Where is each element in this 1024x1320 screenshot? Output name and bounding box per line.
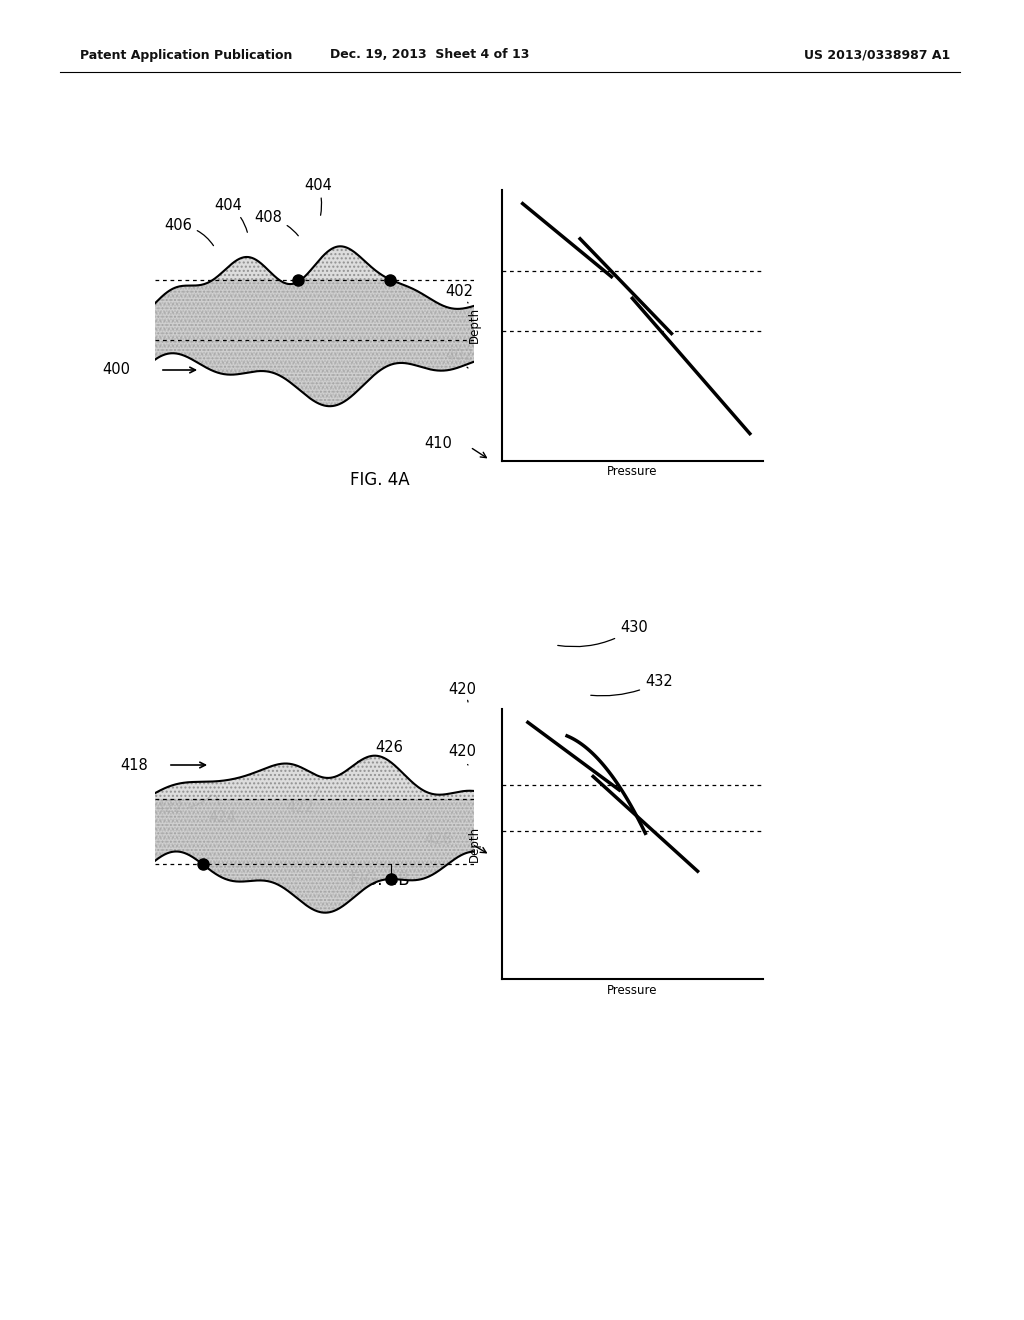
Text: 404: 404: [214, 198, 248, 232]
Text: 416: 416: [578, 272, 666, 296]
Text: Patent Application Publication: Patent Application Publication: [80, 49, 293, 62]
Text: 424: 424: [208, 796, 236, 825]
Text: Dec. 19, 2013  Sheet 4 of 13: Dec. 19, 2013 Sheet 4 of 13: [331, 49, 529, 62]
Text: 430: 430: [558, 620, 648, 647]
Text: 418: 418: [120, 758, 148, 772]
Text: 410: 410: [424, 436, 452, 450]
Text: 426: 426: [357, 741, 402, 762]
Text: FIG. 4B: FIG. 4B: [350, 871, 410, 888]
Text: 432: 432: [591, 675, 673, 696]
Text: 404: 404: [304, 177, 332, 215]
Text: 408: 408: [254, 210, 298, 236]
Text: 414: 414: [548, 214, 646, 246]
Text: 428: 428: [424, 833, 452, 847]
Text: 406: 406: [164, 218, 213, 246]
X-axis label: Pressure: Pressure: [607, 465, 657, 478]
Text: 422: 422: [286, 788, 318, 816]
Text: Depth: Depth: [468, 308, 481, 343]
X-axis label: Pressure: Pressure: [607, 983, 657, 997]
Text: Depth: Depth: [468, 826, 481, 862]
Text: 402: 402: [445, 285, 473, 304]
Text: 400: 400: [102, 363, 130, 378]
Text: 412: 412: [623, 338, 676, 360]
Text: 422: 422: [155, 795, 212, 816]
Text: 420: 420: [449, 744, 476, 766]
Text: FIG. 4A: FIG. 4A: [350, 471, 410, 488]
Text: 420: 420: [449, 682, 476, 702]
Text: 402: 402: [445, 347, 473, 368]
Text: US 2013/0338987 A1: US 2013/0338987 A1: [804, 49, 950, 62]
Text: 434: 434: [608, 713, 673, 735]
